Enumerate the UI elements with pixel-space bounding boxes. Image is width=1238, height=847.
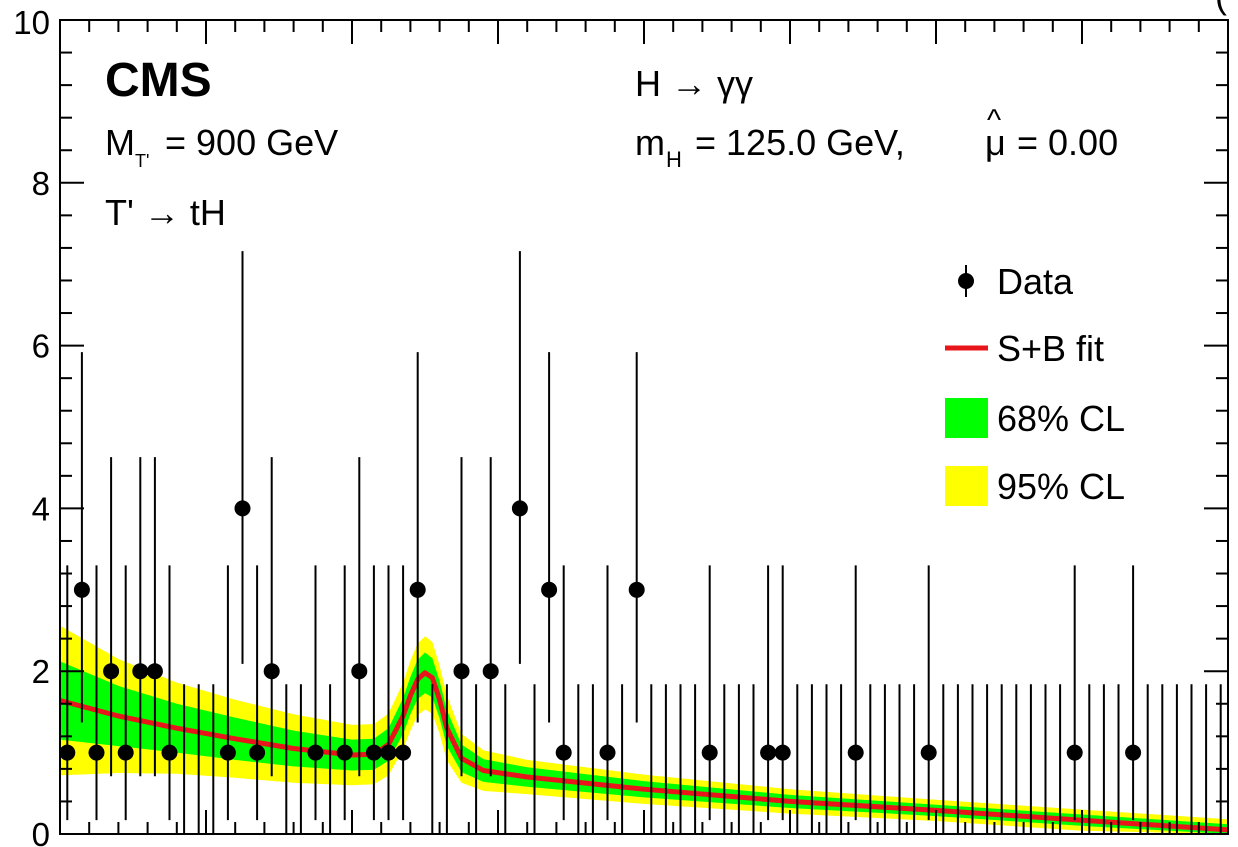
- data-point-33: [541, 581, 558, 598]
- legend-data-marker: [958, 273, 974, 289]
- legend-data: Data: [958, 261, 1074, 302]
- data-point-7: [161, 744, 178, 761]
- data-point-0: [59, 744, 76, 761]
- data-point-17: [307, 744, 324, 761]
- legend-fit: S+B fit: [945, 328, 1104, 369]
- ytick-label-2: 4: [32, 490, 50, 527]
- data-point-1: [73, 581, 90, 598]
- y-tick-labels: 0 2 4 6 8 10: [13, 4, 50, 847]
- fit-curve: [59, 670, 1229, 833]
- data-point-11: [219, 744, 236, 761]
- ytick-label-1: 2: [32, 653, 50, 690]
- mu-symbol: μ: [985, 122, 1006, 163]
- data-point-34: [555, 744, 572, 761]
- ytick-label-4: 8: [32, 165, 50, 202]
- data-point-12: [234, 500, 251, 517]
- band-95-cl: [60, 625, 1228, 834]
- data-point-4: [117, 744, 134, 761]
- mass-value: = 900 GeV: [165, 122, 338, 163]
- mass-symbol: M: [105, 122, 135, 163]
- data-point-24: [409, 581, 426, 598]
- data-point-59: [920, 744, 937, 761]
- band-68-cl: [60, 652, 1228, 834]
- data-point-31: [511, 500, 528, 517]
- data-point-39: [628, 581, 645, 598]
- mass-subscript: T': [135, 151, 149, 171]
- data-point-13: [249, 744, 266, 761]
- data-point-54: [847, 744, 864, 761]
- fit-line: [59, 670, 1229, 833]
- data-point-27: [453, 663, 470, 680]
- data-point-2: [88, 744, 105, 761]
- data-point-20: [351, 663, 368, 680]
- legend-95-swatch: [945, 466, 988, 506]
- data-point-69: [1066, 744, 1083, 761]
- data-point-5: [132, 663, 149, 680]
- data-point-49: [774, 744, 791, 761]
- band-95-area: [60, 625, 1228, 834]
- channel-label: H → γγ: [635, 63, 753, 104]
- ytick-label-0: 0: [32, 816, 50, 847]
- data-point-22: [380, 744, 397, 761]
- data-point-44: [701, 744, 718, 761]
- legend-label-data: Data: [997, 261, 1074, 302]
- mh-value: = 125.0 GeV,: [695, 122, 905, 163]
- data-point-19: [336, 744, 353, 761]
- data-point-21: [365, 744, 382, 761]
- mass-label: M T' = 900 GeV: [105, 122, 338, 171]
- data-point-6: [146, 663, 163, 680]
- axis-ticks: [59, 19, 1229, 835]
- legend: Data S+B fit 68% CL 95% CL: [945, 261, 1125, 507]
- ytick-label-3: 6: [32, 328, 50, 365]
- data-point-73: [1125, 744, 1142, 761]
- experiment-label: CMS: [105, 54, 212, 107]
- data-point-37: [599, 744, 616, 761]
- data-point-48: [760, 744, 777, 761]
- decay-label: T' → tH: [105, 192, 226, 233]
- mh-label: m H = 125.0 GeV, μ ^ = 0.00: [635, 104, 1118, 172]
- band-68-area: [60, 652, 1228, 834]
- mh-symbol: m: [635, 122, 665, 163]
- legend-95: 95% CL: [945, 466, 1125, 507]
- mh-subscript: H: [666, 147, 682, 172]
- data-point-3: [103, 663, 120, 680]
- legend-68: 68% CL: [945, 398, 1125, 439]
- legend-label-95: 95% CL: [997, 466, 1125, 507]
- mu-value: = 0.00: [1017, 122, 1118, 163]
- legend-68-swatch: [945, 398, 988, 438]
- data-points: [59, 251, 1222, 834]
- data-point-14: [263, 663, 280, 680]
- legend-label-68: 68% CL: [997, 398, 1125, 439]
- data-point-29: [482, 663, 499, 680]
- data-point-23: [395, 744, 412, 761]
- ytick-label-5: 10: [13, 4, 50, 41]
- legend-label-fit: S+B fit: [997, 328, 1104, 369]
- top-right-fragment: (: [1215, 0, 1227, 16]
- mu-hat: ^: [987, 104, 1001, 137]
